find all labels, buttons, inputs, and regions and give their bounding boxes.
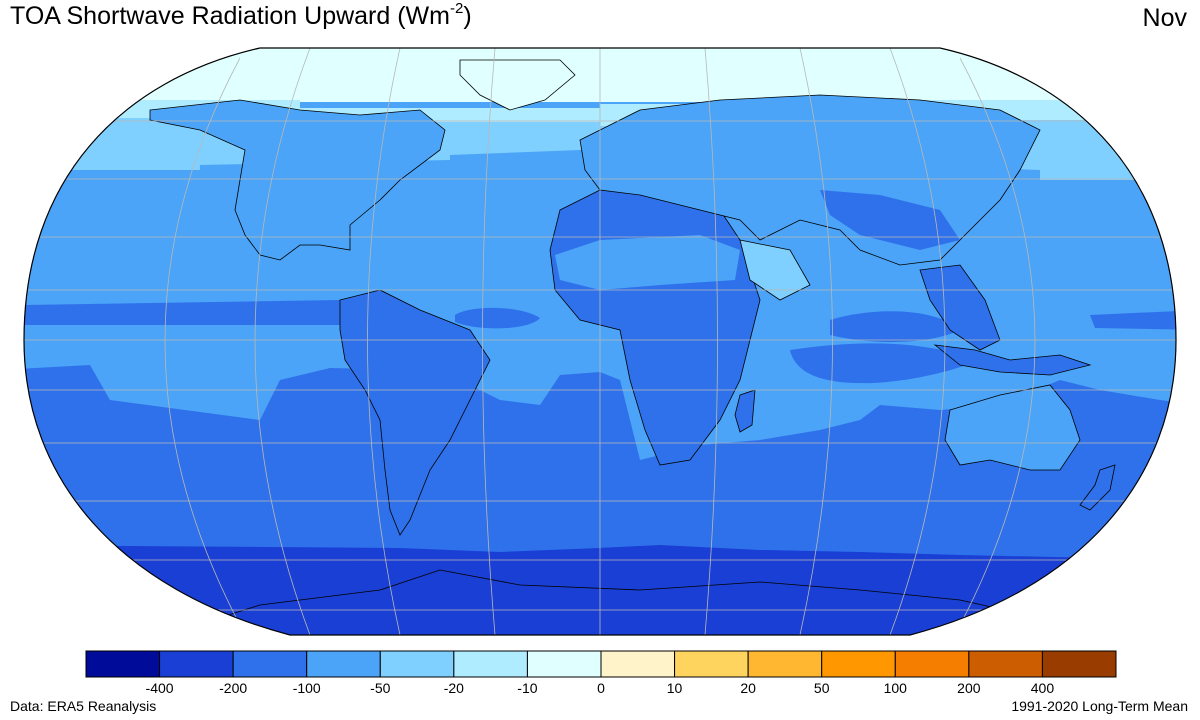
north-america	[149, 99, 446, 261]
colorbar-cell	[85, 650, 161, 678]
colorbar-cell	[159, 650, 234, 678]
madagascar	[734, 389, 756, 433]
world-map	[23, 47, 1177, 636]
colorbar-tick-label: -100	[292, 680, 321, 696]
australia	[944, 384, 1081, 471]
colorbar-tick-label: 10	[666, 680, 683, 696]
colorbar-tick-label: -400	[145, 680, 174, 696]
colorbar-tick-label: 100	[883, 680, 907, 696]
colorbar-tick-label: -20	[443, 680, 464, 696]
colorbar-tick-label: 20	[740, 680, 756, 696]
colorbar-tick-label: -50	[370, 680, 391, 696]
sahara-region	[555, 235, 740, 290]
atlantic-cloud	[455, 307, 540, 329]
colorbar	[85, 650, 1117, 678]
colorbar-cell	[968, 650, 1043, 678]
colorbar-cell	[600, 650, 676, 678]
itcz-band	[24, 300, 340, 325]
colorbar-cell	[1041, 650, 1117, 678]
title-text: TOA Shortwave Radiation Upward (Wm	[10, 2, 450, 30]
colorbar-cell	[747, 650, 823, 678]
colorbar-cell	[453, 650, 528, 678]
colorbar-cell	[379, 650, 455, 678]
arabia	[739, 239, 811, 301]
colorbar-cell	[821, 650, 896, 678]
southeast-asia	[919, 264, 1001, 351]
graticule	[24, 48, 1176, 635]
colorbar-cell	[674, 650, 749, 678]
colorbar-cell	[306, 650, 381, 678]
indian-ocean-band	[830, 311, 960, 342]
colorbar-tick-label: -200	[219, 680, 248, 696]
map-title: TOA Shortwave Radiation Upward (Wm-2)	[10, 0, 472, 31]
title-exponent: -2	[449, 0, 464, 17]
colorbar-labels: -400 -200 -100 -50 -20 -10 0 10 20 50 100 200 400	[0, 680, 1200, 698]
tibet-region	[820, 190, 960, 250]
data-source: Data: ERA5 Reanalysis	[10, 698, 157, 714]
colorbar-tick-label: 200	[957, 680, 981, 696]
new-zealand	[1079, 464, 1116, 511]
indian-ocean-south	[790, 343, 980, 384]
map-fill-layer	[24, 48, 1176, 635]
indonesia	[933, 344, 1092, 376]
colorbar-cell	[526, 650, 602, 678]
colorbar-tick-label: 50	[813, 680, 830, 696]
colorbar-tick-label: 0	[597, 680, 605, 696]
colorbar-cell	[894, 650, 970, 678]
title-close: )	[463, 2, 472, 30]
colorbar-tick-label: 400	[1030, 680, 1055, 696]
pacific-right-band	[1090, 310, 1176, 330]
period-label: 1991-2020 Long-Term Mean	[1011, 698, 1188, 714]
south-america	[339, 289, 491, 536]
greenland	[459, 59, 576, 111]
colorbar-cell	[232, 650, 308, 678]
colorbar-tick-label: -10	[517, 680, 538, 696]
month-label: Nov	[1142, 4, 1187, 32]
